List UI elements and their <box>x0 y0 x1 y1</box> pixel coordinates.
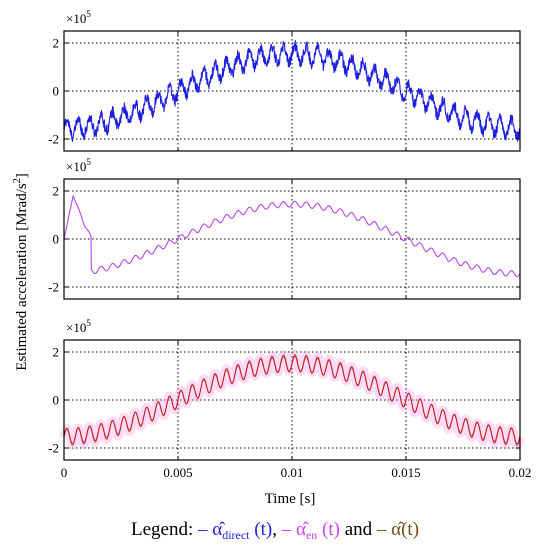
y-tick-label: -2 <box>48 441 59 456</box>
x-tick-label: 0.01 <box>281 465 304 480</box>
x-axis-label: Time [s] <box>265 491 316 507</box>
y-multiplier: ×105 <box>66 318 91 335</box>
series-line <box>63 39 521 142</box>
panel-1: -2 0 2 ×105 <box>48 9 521 152</box>
legend-prefix: Legend: <box>131 519 198 540</box>
y-tick-label: 2 <box>53 184 60 199</box>
x-tick-label: 0 <box>61 465 68 480</box>
x-tick-label: 0.015 <box>391 465 420 480</box>
legend-item-estimate: – α̂(t) <box>376 519 419 540</box>
y-tick-label: -2 <box>48 280 59 295</box>
y-axis-label: Estimated acceleration [Mrad/s2] <box>12 173 30 370</box>
y-tick-label: 2 <box>53 36 60 51</box>
y-tick-label: 2 <box>53 345 60 360</box>
series-line <box>63 195 521 278</box>
panel-2: -2 0 2 ×105 <box>48 157 521 300</box>
x-tick-label: 0.005 <box>163 465 192 480</box>
legend-item-direct: – α̂direct (t) <box>197 519 272 542</box>
y-tick-label: 0 <box>53 232 60 247</box>
series-line <box>63 355 521 445</box>
y-tick-label: 0 <box>53 393 60 408</box>
y-multiplier: ×105 <box>66 9 91 26</box>
legend: Legend: – α̂direct (t), – α̂en (t) and –… <box>131 519 419 542</box>
y-tick-label: 0 <box>53 84 60 99</box>
x-tick-label: 0.02 <box>509 465 532 480</box>
legend-item-en: – α̂en (t) <box>281 519 340 542</box>
y-multiplier: ×105 <box>66 157 91 174</box>
y-tick-label: -2 <box>48 132 59 147</box>
